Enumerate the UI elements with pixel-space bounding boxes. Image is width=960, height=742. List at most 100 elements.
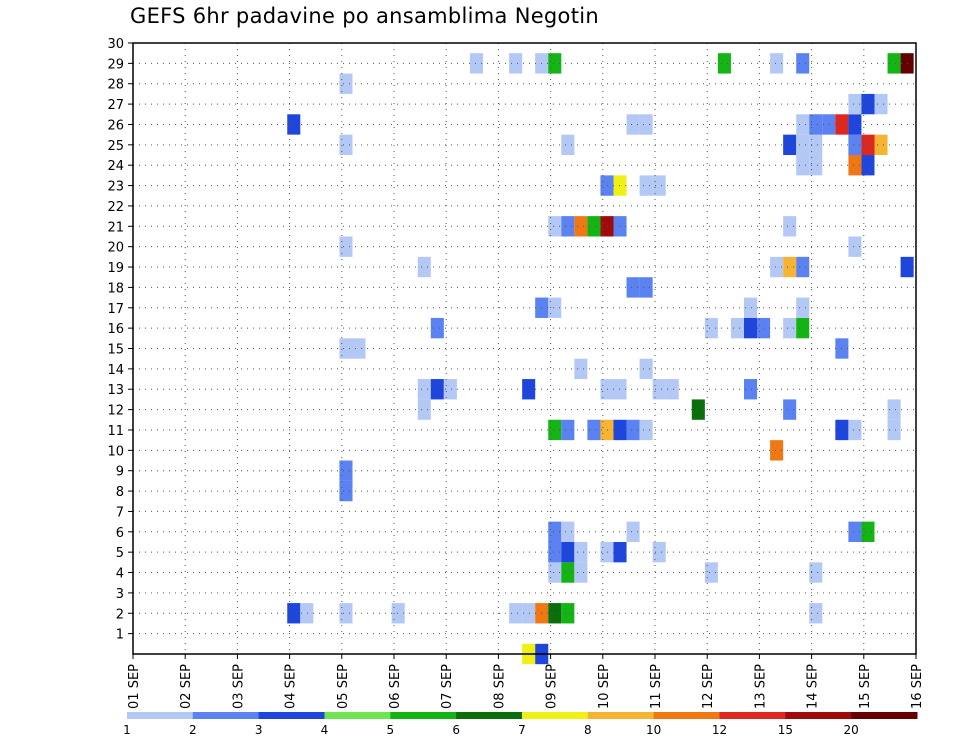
data-cell <box>561 541 575 563</box>
data-cell <box>587 216 601 237</box>
y-axis: 1234567891011121314151617181920212223242… <box>107 37 133 643</box>
data-cell <box>509 603 523 624</box>
x-tick-label: 05 SEP <box>336 664 351 709</box>
data-cell <box>339 73 353 94</box>
data-cell <box>796 134 810 156</box>
legend-swatch <box>719 712 786 719</box>
x-tick-label: 12 SEP <box>701 664 716 709</box>
data-cell <box>639 419 653 441</box>
data-cell <box>469 53 483 74</box>
x-tick-label: 09 SEP <box>545 664 560 709</box>
y-tick-label: 21 <box>107 220 124 235</box>
data-cell <box>744 379 758 400</box>
data-cell <box>522 379 536 400</box>
data-cell <box>691 399 705 420</box>
data-cell <box>874 93 888 115</box>
data-cell <box>770 256 784 278</box>
y-tick-label: 20 <box>107 241 124 256</box>
data-cell <box>626 277 640 298</box>
y-tick-label: 7 <box>116 505 124 520</box>
data-cell <box>704 317 718 339</box>
data-cell <box>652 541 666 563</box>
legend-label: 1 <box>123 723 131 737</box>
y-tick-label: 29 <box>107 57 124 72</box>
data-cell <box>861 93 875 115</box>
data-cell <box>887 53 901 74</box>
y-tick-label: 13 <box>107 383 124 398</box>
x-tick-label: 11 SEP <box>649 664 664 709</box>
data-cell <box>561 216 575 237</box>
data-cell <box>626 521 640 542</box>
data-cell <box>561 521 575 542</box>
data-cell <box>548 541 562 563</box>
data-cell <box>548 297 562 318</box>
data-cell <box>613 379 627 400</box>
y-tick-label: 26 <box>107 118 124 133</box>
data-cell <box>430 379 444 400</box>
legend-swatch <box>587 712 655 719</box>
y-tick-label: 6 <box>116 526 124 541</box>
legend-label: 4 <box>321 723 329 737</box>
data-cell <box>796 53 810 74</box>
y-tick-label: 8 <box>116 485 124 500</box>
y-tick-label: 22 <box>107 200 124 215</box>
data-cell <box>639 358 653 380</box>
data-cell <box>783 317 797 339</box>
data-cell <box>443 379 457 400</box>
chart-title: GEFS 6hr padavine po ansamblima Negotin <box>130 4 599 28</box>
legend-label: 2 <box>189 723 197 737</box>
data-cell <box>287 603 301 624</box>
data-cell <box>848 114 862 135</box>
data-cell <box>639 277 653 298</box>
data-cell <box>339 480 353 502</box>
data-cell <box>717 53 731 74</box>
data-cell <box>770 53 784 74</box>
legend-swatch <box>127 712 194 719</box>
x-tick-label: 01 SEP <box>127 664 142 709</box>
y-tick-label: 24 <box>107 159 124 174</box>
y-tick-label: 30 <box>107 37 124 52</box>
data-cell <box>613 419 627 441</box>
data-cell <box>874 134 888 156</box>
x-tick-label: 02 SEP <box>179 664 194 709</box>
data-cell <box>391 603 405 624</box>
y-tick-label: 18 <box>107 281 124 296</box>
data-cell <box>796 114 810 135</box>
data-cell <box>339 603 353 624</box>
data-cell <box>639 175 653 196</box>
data-cell <box>809 134 823 156</box>
data-cell <box>600 216 614 237</box>
x-tick-label: 06 SEP <box>388 664 403 709</box>
data-cell <box>600 379 614 400</box>
data-cell <box>613 175 627 196</box>
data-cell <box>548 562 562 583</box>
data-cell <box>574 358 588 380</box>
y-tick-label: 1 <box>116 628 124 643</box>
data-cell <box>548 603 562 624</box>
data-cell <box>352 338 366 359</box>
x-axis: 01 SEP 02 SEP 03 SEP 04 SEP 05 SEP 06 SEP 07 S… <box>127 654 925 709</box>
legend-label: 10 <box>646 723 661 737</box>
x-tick-label: 13 SEP <box>753 664 768 709</box>
data-cell <box>796 256 810 278</box>
x-tick-label: 04 SEP <box>284 664 299 709</box>
data-cell <box>548 419 562 441</box>
data-cell <box>848 419 862 441</box>
y-tick-label: 23 <box>107 180 124 195</box>
x-tick-label: 08 SEP <box>492 664 507 709</box>
y-tick-label: 19 <box>107 261 124 276</box>
y-tick-label: 5 <box>116 546 124 561</box>
data-cell <box>783 399 797 420</box>
data-cell <box>287 114 301 135</box>
x-tick-label: 07 SEP <box>440 664 455 709</box>
data-cell <box>848 155 862 176</box>
data-cell <box>652 175 666 196</box>
y-tick-label: 9 <box>116 465 124 480</box>
y-tick-label: 14 <box>107 363 124 378</box>
data-cell <box>339 460 353 481</box>
data-cell <box>613 541 627 563</box>
legend-label: 15 <box>778 723 793 737</box>
legend-label: 12 <box>712 723 727 737</box>
x-tick-label: 14 SEP <box>806 664 821 709</box>
data-cell <box>561 134 575 156</box>
